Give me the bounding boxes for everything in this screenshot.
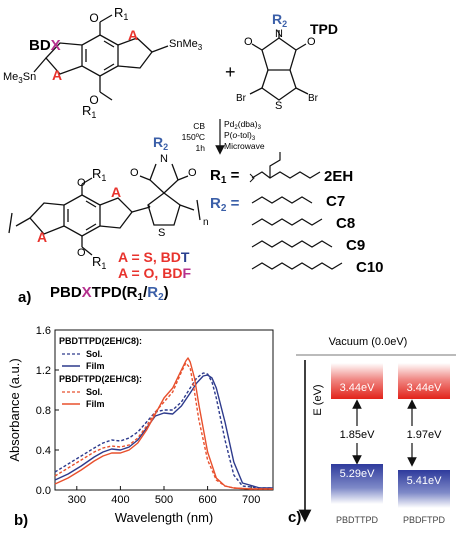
r2-def-c9: C9 [346, 237, 365, 254]
a-equals-o: A = O, BDF [118, 265, 191, 281]
polymer-o-bottom: O [77, 247, 86, 259]
homo-bar-pbdftpd [398, 470, 450, 508]
x-tick-label: 500 [155, 494, 173, 506]
y-tick-label: 1.2 [36, 365, 51, 377]
bdx-monomer [33, 14, 169, 101]
r2-chains [251, 196, 343, 270]
bdx-top-o: O [89, 11, 98, 25]
legend-group-1: PBDTTPD(2EH/C8): [59, 336, 142, 346]
bdx-label: BDX [29, 37, 61, 54]
energy-axis-label: E (eV) [312, 384, 324, 415]
tpd-s: S [275, 100, 282, 112]
tpd-left-o: O [244, 36, 253, 48]
lumo-bar-pbdttpd [331, 363, 383, 399]
polymer-o-left: O [130, 167, 139, 179]
bdx-a-atom-top: A [128, 27, 138, 43]
tpd-br-right: Br [308, 93, 319, 104]
bdx-top-r1: R1 [114, 5, 128, 22]
series-line-2 [54, 374, 273, 489]
gap-value-pbdftpd: 1.97eV [407, 429, 443, 441]
lumo-bar-pbdftpd [398, 363, 450, 399]
r1-def: 2EH [324, 168, 353, 185]
a-equals-s: A = S, BDT [118, 249, 190, 265]
plus-sign: + [225, 62, 236, 82]
homo-value-pbdttpd: 5.29eV [340, 468, 376, 480]
polymer-o-top: O [77, 177, 86, 189]
polymer-o-right: O [188, 167, 197, 179]
legend-film-1: Film [86, 361, 105, 371]
polymer-name: PBDXTPD(R1/R2) [50, 284, 169, 303]
legend-film-2: Film [86, 399, 105, 409]
chart-legend: PBDTTPD(2EH/C8): Sol. Film PBDFTPD(2EH/C… [59, 336, 142, 409]
series-line-1 [54, 372, 273, 489]
x-axis: 300 400 500 600 700 [68, 486, 260, 506]
x-tick-label: 600 [198, 494, 216, 506]
r2-label: R2 = [210, 195, 240, 214]
absorbance-chart: 300 400 500 600 700 0.0 0.4 0.8 1.2 1.6 Absorban… [7, 325, 274, 529]
r2-def-c7: C7 [326, 193, 345, 210]
tpd-right-o: O [307, 36, 316, 48]
tpd-br-left: Br [236, 93, 247, 104]
bdx-a-atom-bottom: A [52, 67, 62, 83]
panel-a-letter: a) [18, 289, 31, 306]
polymer-a-bottom: A [37, 229, 47, 245]
x-axis-label: Wavelength (nm) [115, 510, 214, 525]
homo-bar-pbdttpd [331, 464, 383, 504]
vacuum-label: Vacuum (0.0eV) [329, 336, 408, 348]
y-tick-label: 1.6 [36, 325, 51, 337]
gap-value-pbdttpd: 1.85eV [340, 429, 376, 441]
cond-ligand: P(o-tol)3 [224, 130, 256, 142]
bdx-bottom-o: O [89, 93, 98, 107]
polymer-n: N [160, 153, 168, 165]
r1-label: R1 = [210, 167, 240, 186]
cond-microwave: Microwave [224, 141, 265, 151]
r1-chain [249, 152, 321, 183]
bdx-bottom-r1: R1 [82, 103, 96, 120]
polymer-r2: R2 [153, 134, 168, 152]
y-tick-label: 0.4 [36, 445, 51, 457]
polymer-s: S [158, 227, 165, 239]
y-axis: 0.0 0.4 0.8 1.2 1.6 [36, 325, 59, 497]
series-group [54, 357, 273, 490]
cond-catalyst: Pd2(dba)3 [224, 119, 262, 131]
lumo-value-pbdttpd: 3.44eV [340, 382, 376, 394]
panel-c: Vacuum (0.0eV) E (eV) 3.44eV 1.85eV 5.29… [288, 336, 456, 526]
cond-solvent: CB [193, 121, 205, 131]
series-line-4 [54, 357, 273, 490]
cond-temp: 150ºC [182, 132, 205, 142]
panel-a: O R1 O R1 A A SnMe3 Me3Sn BDX + O O N S … [3, 5, 384, 306]
tpd-label: TPD [310, 21, 338, 37]
polymer-r1-bottom: R1 [92, 254, 106, 271]
series-line-3 [54, 362, 273, 490]
legend-group-2: PBDFTPD(2EH/C8): [59, 374, 142, 384]
r2-def-c10: C10 [356, 259, 384, 276]
panel-c-letter: c) [288, 509, 301, 526]
x-tick-label: 300 [68, 494, 86, 506]
tpd-n: N [275, 28, 283, 40]
tpd-monomer [249, 30, 309, 101]
y-tick-label: 0.0 [36, 485, 51, 497]
bdx-snme3-right: SnMe3 [169, 38, 203, 52]
polymer-a-top: A [111, 184, 121, 200]
legend-sol-1: Sol. [86, 349, 103, 359]
x-tick-label: 700 [242, 494, 260, 506]
polymer-r1-top: R1 [92, 166, 106, 183]
r2-def-c8: C8 [336, 215, 355, 232]
bdx-me3sn-left: Me3Sn [3, 71, 36, 85]
polymer-structure [8, 163, 201, 256]
polymer-n-subscript: n [203, 217, 209, 228]
x-tick-label: 400 [111, 494, 129, 506]
y-tick-label: 0.8 [36, 405, 51, 417]
legend-sol-2: Sol. [86, 387, 103, 397]
tpd-r2: R2 [272, 11, 287, 29]
panel-b-letter: b) [14, 512, 28, 529]
label-pbdttpd: PBDTTPD [336, 515, 379, 525]
y-axis-label: Absorbance (a.u.) [7, 358, 22, 461]
lumo-value-pbdftpd: 3.44eV [407, 382, 443, 394]
label-pbdftpd: PBDFTPD [403, 515, 446, 525]
cond-time: 1h [196, 143, 206, 153]
homo-value-pbdftpd: 5.41eV [407, 475, 443, 487]
